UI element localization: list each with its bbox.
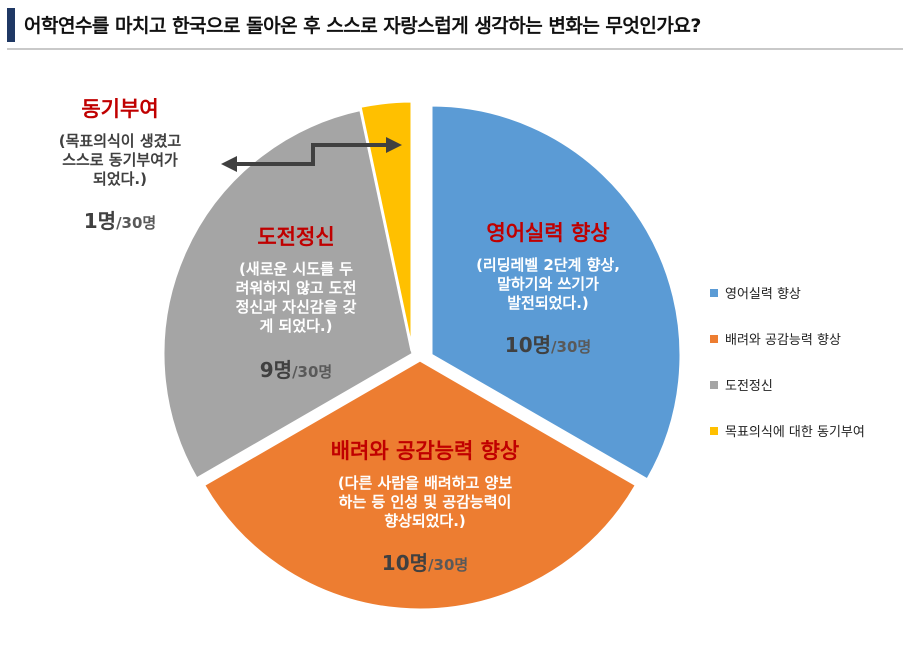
slice-desc-line: (목표의식이 생겼고	[59, 132, 182, 150]
page-title: 어학연수를 마치고 한국으로 돌아온 후 스스로 자랑스럽게 생각하는 변화는 …	[24, 15, 701, 37]
legend-label: 영어실력 향상	[725, 287, 801, 302]
slice-count-value: 10명	[382, 551, 428, 575]
slice-count-english: 10명/30명	[505, 333, 591, 357]
legend-swatch	[710, 288, 718, 297]
pie-slice-care	[201, 358, 639, 612]
slice-title-motive: 동기부여	[81, 97, 158, 121]
slice-title-english: 영어실력 향상	[486, 221, 609, 245]
slice-count-total: /30명	[116, 214, 156, 232]
legend-swatch	[710, 380, 718, 389]
slice-count-total: /30명	[292, 363, 332, 381]
slice-desc-line: 향상되었다.)	[384, 512, 466, 530]
slice-count-total: /30명	[428, 556, 468, 574]
pie-slice-english	[429, 103, 683, 483]
slice-count-value: 9명	[260, 358, 292, 382]
slice-desc-line: 려워하지 않고 도전	[236, 279, 357, 297]
slice-count-care: 10명/30명	[382, 551, 468, 575]
legend-item-challenge: 도전정신	[710, 375, 865, 398]
legend-swatch	[710, 426, 718, 435]
slice-count-motive: 1명/30명	[84, 209, 156, 233]
slice-count-challenge: 9명/30명	[260, 358, 332, 382]
title-divider	[7, 48, 903, 50]
title-accent-bar	[7, 8, 15, 42]
slice-title-care: 배려와 공감능력 향상	[331, 439, 520, 463]
slice-desc-line: 하는 등 인성 및 공감능력이	[339, 493, 512, 511]
slice-title-challenge: 도전정신	[257, 225, 334, 249]
legend-swatch	[710, 334, 718, 343]
legend-label: 도전정신	[725, 379, 773, 394]
slice-count-value: 1명	[84, 209, 116, 233]
slice-desc-line: 발전되었다.)	[507, 294, 589, 312]
slice-desc-line: (새로운 시도를 두	[239, 260, 353, 278]
slice-count-total: /30명	[551, 338, 591, 356]
callout-arrow	[221, 137, 402, 172]
legend-item-motive: 목표의식에 대한 동기부여	[710, 421, 865, 444]
slice-desc-line: 게 되었다.)	[260, 317, 333, 335]
slice-desc-line: 정신과 자신감을 갖	[236, 298, 357, 316]
legend-label: 배려와 공감능력 향상	[725, 333, 841, 348]
slice-desc-line: 스스로 동기부여가	[62, 151, 178, 169]
legend-item-care: 배려와 공감능력 향상	[710, 329, 865, 352]
slice-desc-line: 되었다.)	[93, 170, 147, 188]
slice-count-value: 10명	[505, 333, 551, 357]
slice-desc-line: (리딩레벨 2단계 향상,	[476, 256, 620, 274]
legend-label: 목표의식에 대한 동기부여	[725, 425, 865, 440]
legend-item-english: 영어실력 향상	[710, 283, 865, 306]
slice-desc-line: (다른 사람을 배려하고 양보	[338, 474, 513, 492]
pie-slice-challenge	[161, 107, 415, 482]
slice-desc-line: 말하기와 쓰기가	[497, 275, 599, 293]
pie-slice-motive	[358, 99, 414, 352]
